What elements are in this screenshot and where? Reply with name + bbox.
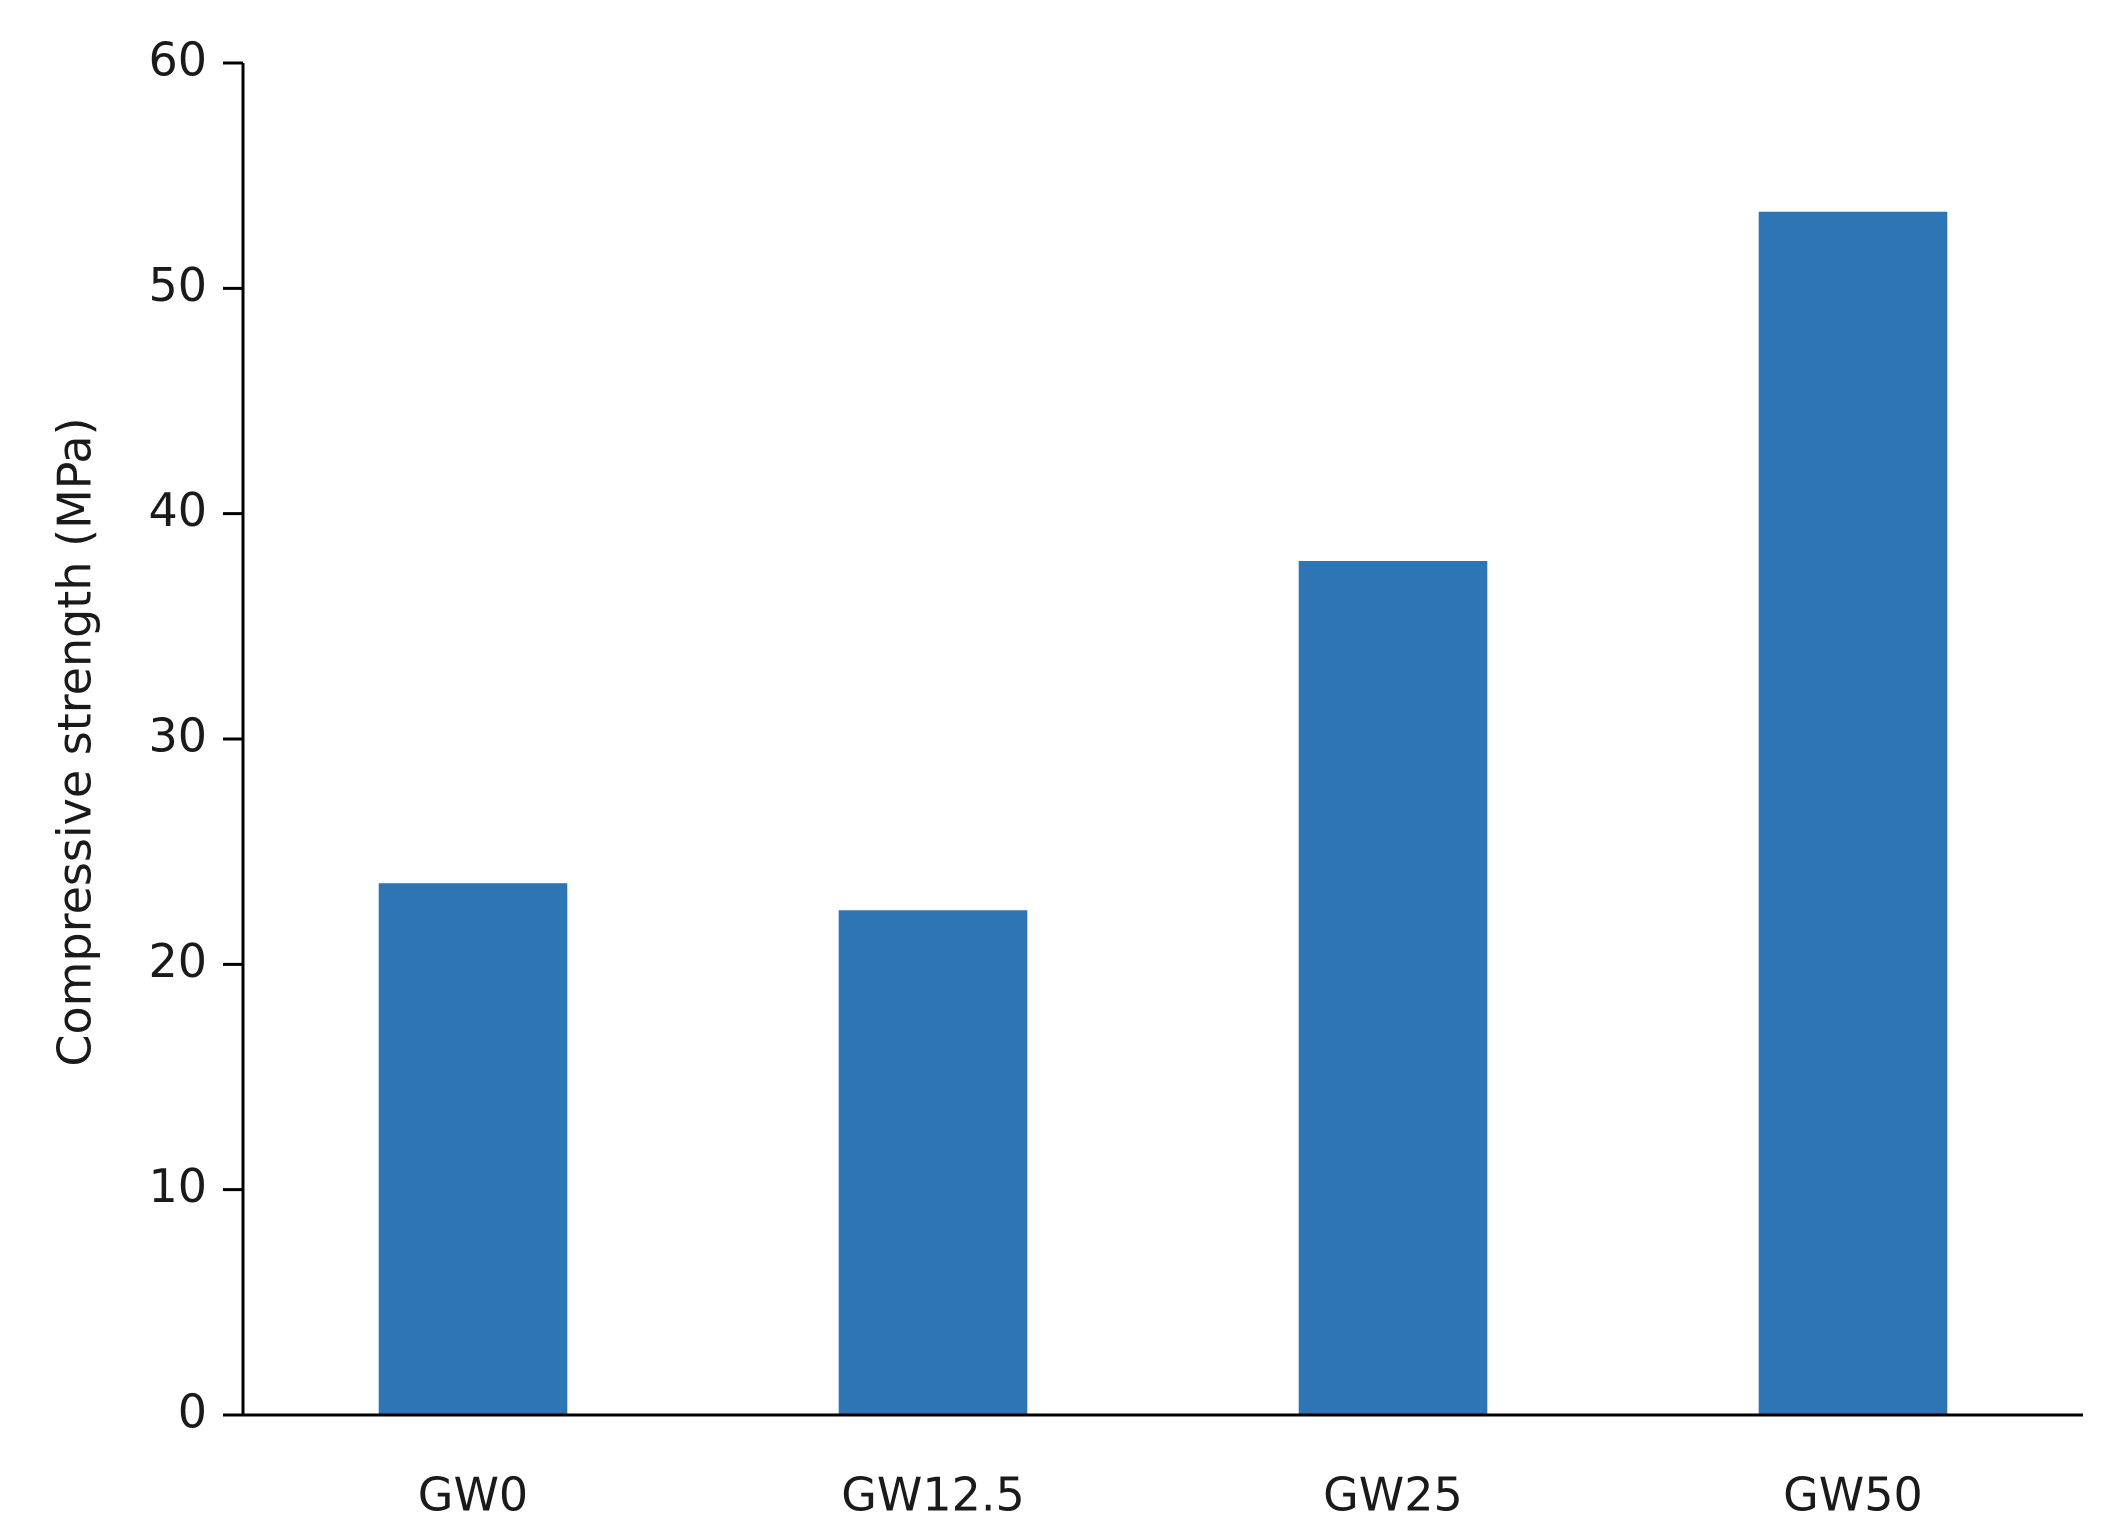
bar [378, 883, 568, 1415]
x-tick-label: GW12.5 [841, 1468, 1025, 1522]
y-tick-label: 30 [148, 709, 207, 763]
bar [1298, 560, 1488, 1415]
y-tick-label: 20 [148, 934, 207, 988]
y-tick-label: 60 [148, 33, 207, 87]
y-tick-label: 40 [148, 483, 207, 537]
y-axis-label: Compressive strength (MPa) [48, 417, 102, 1066]
x-tick-label: GW50 [1783, 1468, 1923, 1522]
bar [838, 910, 1028, 1415]
x-tick-label: GW0 [418, 1468, 528, 1522]
bar [1758, 211, 1948, 1416]
y-tick-label: 10 [148, 1159, 207, 1213]
x-tick-label: GW25 [1323, 1468, 1463, 1522]
y-tick-label: 0 [178, 1385, 207, 1439]
y-tick-label: 50 [148, 258, 207, 312]
